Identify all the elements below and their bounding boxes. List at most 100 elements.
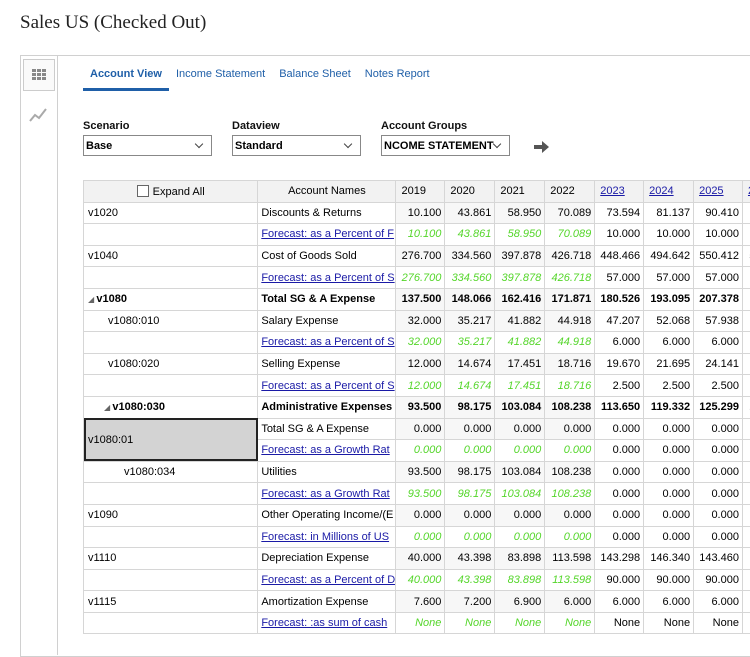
forecast-value[interactable]: 17.451 <box>495 375 545 397</box>
account-code[interactable]: v1020 <box>84 202 258 224</box>
forecast-value[interactable]: 0.000 <box>694 440 743 462</box>
expand-all-label[interactable]: Expand All <box>153 186 205 198</box>
forecast-value[interactable]: 44.918 <box>545 332 595 354</box>
value-cell[interactable]: 108.238 <box>545 396 595 418</box>
value-cell[interactable]: 6.900 <box>495 591 545 613</box>
value-cell[interactable]: 0.000 <box>445 504 495 526</box>
value-cell[interactable]: 0.000 <box>644 504 694 526</box>
value-cell[interactable]: 57.938 <box>694 310 743 332</box>
account-code[interactable]: ◢ v1080 <box>84 288 258 310</box>
forecast-value[interactable]: 276.700 <box>396 267 445 289</box>
forecast-link[interactable]: Forecast: as a Percent of D <box>261 574 395 586</box>
value-cell[interactable]: 7.200 <box>445 591 495 613</box>
forecast-value[interactable]: 0.000 <box>445 526 495 548</box>
forecast-value[interactable]: 0.000 <box>545 526 595 548</box>
value-cell[interactable]: 0.000 <box>595 504 644 526</box>
value-cell[interactable]: 143.460 <box>694 548 743 570</box>
forecast-value[interactable]: 0.000 <box>742 526 750 548</box>
value-cell[interactable]: 207.378 <box>694 288 743 310</box>
forecast-value[interactable]: 113.598 <box>545 569 595 591</box>
forecast-value[interactable]: 57.000 <box>595 267 644 289</box>
filter-dropdown[interactable]: Standard <box>232 135 361 156</box>
forecast-value[interactable]: 0.000 <box>495 526 545 548</box>
forecast-value[interactable]: 0.000 <box>445 440 495 462</box>
value-cell[interactable]: 0.000 <box>742 461 750 483</box>
value-cell[interactable]: 0.000 <box>545 418 595 440</box>
value-cell[interactable]: 137.500 <box>396 288 445 310</box>
filter-dropdown[interactable]: Base <box>83 135 212 156</box>
forecast-value[interactable]: 0.000 <box>742 440 750 462</box>
value-cell[interactable]: 0.000 <box>445 418 495 440</box>
forecast-link[interactable]: Forecast: as a Growth Rat <box>261 444 389 456</box>
value-cell[interactable]: 180.526 <box>595 288 644 310</box>
forecast-value[interactable]: 93.500 <box>396 483 445 505</box>
forecast-value[interactable]: 10.000 <box>742 224 750 246</box>
forecast-value[interactable]: 0.000 <box>595 483 644 505</box>
forecast-value[interactable]: 426.718 <box>545 267 595 289</box>
value-cell[interactable]: 18.716 <box>545 353 595 375</box>
value-cell[interactable]: 93.500 <box>396 461 445 483</box>
forecast-value[interactable]: None <box>495 612 545 634</box>
value-cell[interactable]: 113.598 <box>545 548 595 570</box>
value-cell[interactable]: 52.068 <box>644 310 694 332</box>
value-cell[interactable]: 10.100 <box>396 202 445 224</box>
value-cell[interactable]: 148.066 <box>445 288 495 310</box>
forecast-value[interactable]: 6.000 <box>595 332 644 354</box>
forecast-value[interactable]: 10.000 <box>644 224 694 246</box>
forecast-value[interactable]: 10.100 <box>396 224 445 246</box>
filter-dropdown[interactable]: NCOME STATEMENT <box>381 135 510 156</box>
account-code[interactable]: v1080:010 <box>84 310 258 332</box>
value-cell[interactable]: 0.000 <box>495 418 545 440</box>
value-cell[interactable]: 70.089 <box>545 202 595 224</box>
value-cell[interactable]: 146.340 <box>644 548 694 570</box>
value-cell[interactable]: 35.217 <box>445 310 495 332</box>
forecast-value[interactable]: 43.861 <box>445 224 495 246</box>
value-cell[interactable]: 81.137 <box>644 202 694 224</box>
value-cell[interactable]: 0.000 <box>644 418 694 440</box>
forecast-value[interactable]: 14.674 <box>445 375 495 397</box>
value-cell[interactable]: 6.000 <box>742 591 750 613</box>
forecast-value[interactable]: 6.000 <box>742 332 750 354</box>
value-cell[interactable]: 19.670 <box>595 353 644 375</box>
forecast-value[interactable]: 57.000 <box>742 267 750 289</box>
account-code[interactable]: v1040 <box>84 245 258 267</box>
chart-view-button[interactable] <box>23 99 53 129</box>
value-cell[interactable]: 113.650 <box>595 396 644 418</box>
value-cell[interactable]: 494.642 <box>644 245 694 267</box>
value-cell[interactable]: 193.095 <box>644 288 694 310</box>
forecast-value[interactable]: 2.500 <box>742 375 750 397</box>
value-cell[interactable]: 0.000 <box>595 418 644 440</box>
value-cell[interactable]: 162.416 <box>495 288 545 310</box>
forecast-value[interactable]: 32.000 <box>396 332 445 354</box>
forecast-value[interactable]: None <box>545 612 595 634</box>
forecast-link[interactable]: Forecast: as a Percent of S <box>261 272 394 284</box>
account-code[interactable]: v1080:01 <box>84 418 258 461</box>
forecast-value[interactable]: None <box>742 612 750 634</box>
forecast-value[interactable]: None <box>445 612 495 634</box>
forecast-value[interactable]: 0.000 <box>644 526 694 548</box>
forecast-value[interactable]: 90.000 <box>595 569 644 591</box>
forecast-link[interactable]: Forecast: as a Percent of S <box>261 380 394 392</box>
forecast-value[interactable]: None <box>396 612 445 634</box>
forecast-value[interactable]: 0.000 <box>595 526 644 548</box>
value-cell[interactable]: 94.026 <box>742 202 750 224</box>
value-cell[interactable]: 41.882 <box>495 310 545 332</box>
forecast-value[interactable]: 41.882 <box>495 332 545 354</box>
value-cell[interactable]: 103.084 <box>495 461 545 483</box>
forecast-link[interactable]: Forecast: as a Growth Rat <box>261 488 389 500</box>
value-cell[interactable]: 90.410 <box>694 202 743 224</box>
forecast-value[interactable]: 0.000 <box>742 483 750 505</box>
column-link[interactable]: 2025 <box>699 185 723 197</box>
forecast-value[interactable]: 40.000 <box>396 569 445 591</box>
value-cell[interactable]: 6.000 <box>595 591 644 613</box>
value-cell[interactable]: 217.119 <box>742 288 750 310</box>
forecast-value[interactable]: 0.000 <box>396 526 445 548</box>
value-cell[interactable]: 32.000 <box>396 310 445 332</box>
forecast-value[interactable]: 103.084 <box>495 483 545 505</box>
value-cell[interactable]: 40.000 <box>396 548 445 570</box>
forecast-value[interactable]: 0.000 <box>396 440 445 462</box>
tab[interactable]: Account View <box>83 66 169 91</box>
value-cell[interactable]: 43.398 <box>445 548 495 570</box>
value-cell[interactable]: 58.950 <box>495 202 545 224</box>
column-link[interactable]: 2023 <box>600 185 624 197</box>
